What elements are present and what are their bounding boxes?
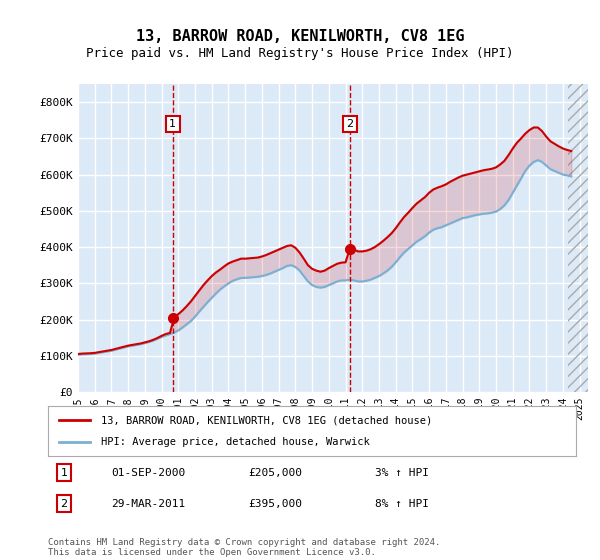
Text: 1: 1 <box>169 119 176 129</box>
Text: 01-SEP-2000: 01-SEP-2000 <box>112 468 185 478</box>
Bar <box>568 84 588 392</box>
Text: 3% ↑ HPI: 3% ↑ HPI <box>376 468 430 478</box>
Text: Contains HM Land Registry data © Crown copyright and database right 2024.
This d: Contains HM Land Registry data © Crown c… <box>48 538 440 557</box>
Text: £395,000: £395,000 <box>248 498 302 508</box>
Text: 29-MAR-2011: 29-MAR-2011 <box>112 498 185 508</box>
Text: 2: 2 <box>60 498 67 508</box>
Text: 13, BARROW ROAD, KENILWORTH, CV8 1EG: 13, BARROW ROAD, KENILWORTH, CV8 1EG <box>136 29 464 44</box>
Text: £205,000: £205,000 <box>248 468 302 478</box>
Text: 2: 2 <box>346 119 353 129</box>
Text: 13, BARROW ROAD, KENILWORTH, CV8 1EG (detached house): 13, BARROW ROAD, KENILWORTH, CV8 1EG (de… <box>101 415 432 425</box>
Text: Price paid vs. HM Land Registry's House Price Index (HPI): Price paid vs. HM Land Registry's House … <box>86 46 514 60</box>
Text: HPI: Average price, detached house, Warwick: HPI: Average price, detached house, Warw… <box>101 437 370 447</box>
Text: 1: 1 <box>61 468 67 478</box>
Text: 8% ↑ HPI: 8% ↑ HPI <box>376 498 430 508</box>
